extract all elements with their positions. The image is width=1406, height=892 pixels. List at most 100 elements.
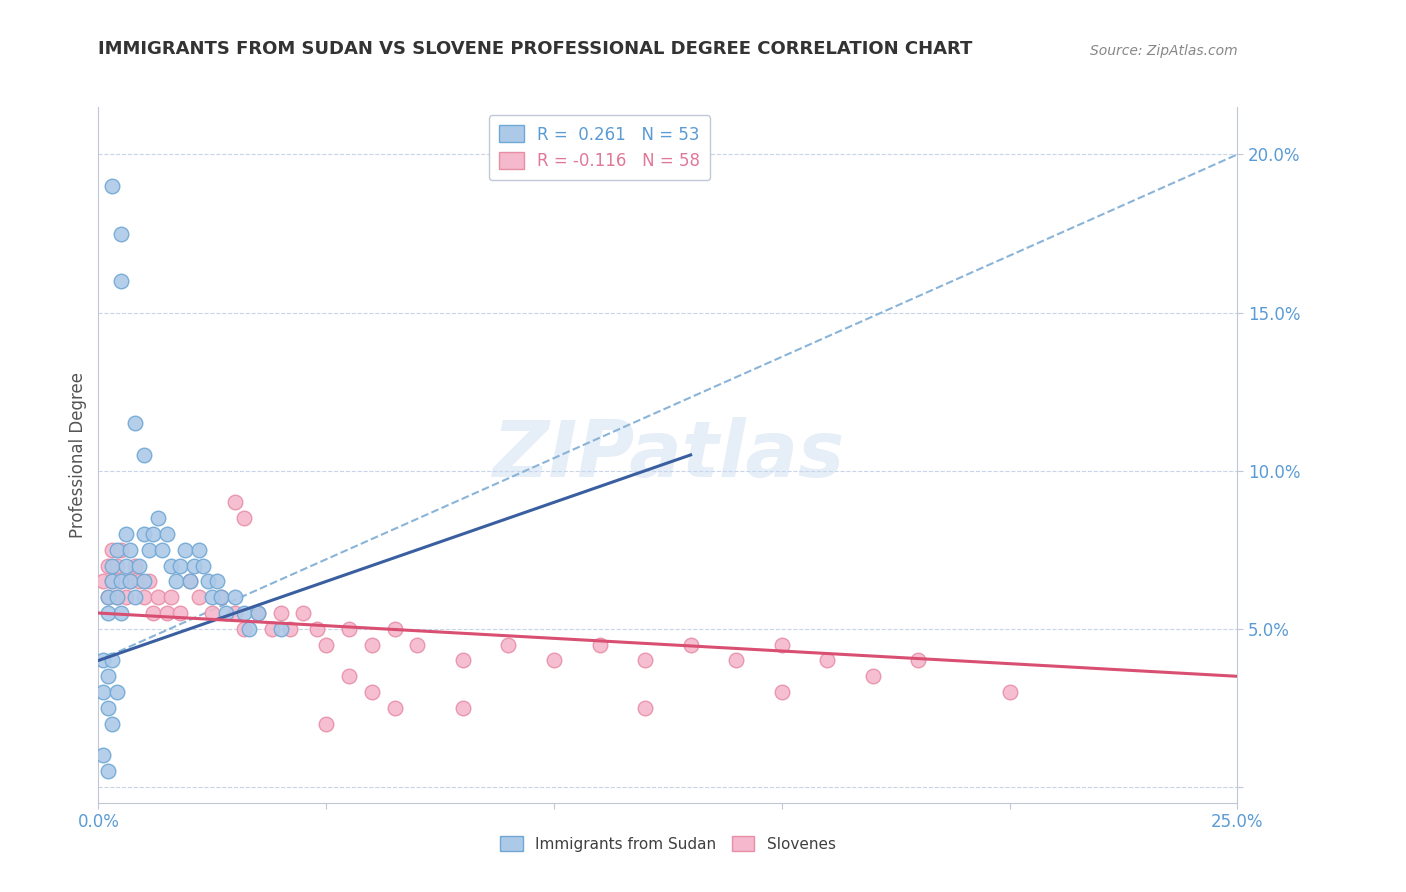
Point bbox=[142, 527, 165, 541]
Point bbox=[205, 574, 228, 589]
Point bbox=[998, 685, 1021, 699]
Point bbox=[132, 591, 155, 605]
Point bbox=[96, 558, 118, 573]
Point bbox=[169, 606, 191, 620]
Point bbox=[156, 527, 179, 541]
Point bbox=[132, 527, 155, 541]
Point bbox=[215, 606, 238, 620]
Point bbox=[498, 638, 520, 652]
Point bbox=[110, 274, 132, 288]
Point bbox=[105, 591, 128, 605]
Point bbox=[174, 542, 197, 557]
Point bbox=[138, 542, 160, 557]
Text: IMMIGRANTS FROM SUDAN VS SLOVENE PROFESSIONAL DEGREE CORRELATION CHART: IMMIGRANTS FROM SUDAN VS SLOVENE PROFESS… bbox=[98, 40, 973, 58]
Point bbox=[146, 511, 169, 525]
Point bbox=[146, 591, 169, 605]
Point bbox=[543, 653, 565, 667]
Point bbox=[451, 701, 474, 715]
Point bbox=[634, 701, 657, 715]
Point bbox=[233, 606, 256, 620]
Point bbox=[770, 685, 793, 699]
Point bbox=[238, 622, 260, 636]
Point bbox=[128, 574, 150, 589]
Point bbox=[110, 542, 132, 557]
Point bbox=[224, 495, 246, 509]
Point bbox=[96, 606, 118, 620]
Text: ZIPatlas: ZIPatlas bbox=[492, 417, 844, 493]
Point bbox=[201, 606, 224, 620]
Point bbox=[197, 574, 219, 589]
Point bbox=[91, 653, 114, 667]
Y-axis label: Professional Degree: Professional Degree bbox=[69, 372, 87, 538]
Point bbox=[278, 622, 301, 636]
Point bbox=[270, 606, 292, 620]
Point bbox=[120, 574, 142, 589]
Point bbox=[337, 669, 360, 683]
Text: Source: ZipAtlas.com: Source: ZipAtlas.com bbox=[1090, 45, 1237, 58]
Point bbox=[360, 638, 382, 652]
Point bbox=[124, 591, 146, 605]
Point bbox=[384, 701, 406, 715]
Point bbox=[270, 622, 292, 636]
Point bbox=[307, 622, 329, 636]
Point bbox=[156, 606, 179, 620]
Point bbox=[179, 574, 201, 589]
Point bbox=[315, 638, 337, 652]
Point bbox=[451, 653, 474, 667]
Point bbox=[224, 606, 246, 620]
Point bbox=[128, 558, 150, 573]
Point bbox=[142, 606, 165, 620]
Point bbox=[150, 542, 173, 557]
Point bbox=[907, 653, 929, 667]
Point bbox=[588, 638, 610, 652]
Point bbox=[124, 417, 146, 431]
Point bbox=[110, 574, 132, 589]
Point bbox=[96, 591, 118, 605]
Point bbox=[246, 606, 269, 620]
Point bbox=[169, 558, 191, 573]
Point bbox=[105, 591, 128, 605]
Point bbox=[105, 542, 128, 557]
Point bbox=[101, 179, 124, 194]
Point bbox=[105, 558, 128, 573]
Point bbox=[120, 542, 142, 557]
Point bbox=[110, 227, 132, 241]
Point bbox=[101, 716, 124, 731]
Point bbox=[101, 558, 124, 573]
Point bbox=[110, 606, 132, 620]
Point bbox=[224, 591, 246, 605]
Point bbox=[101, 542, 124, 557]
Point bbox=[96, 701, 118, 715]
Point bbox=[160, 591, 183, 605]
Point bbox=[862, 669, 884, 683]
Point bbox=[138, 574, 160, 589]
Point bbox=[114, 558, 136, 573]
Point bbox=[634, 653, 657, 667]
Point bbox=[187, 542, 209, 557]
Point bbox=[160, 558, 183, 573]
Legend: Immigrants from Sudan, Slovenes: Immigrants from Sudan, Slovenes bbox=[494, 830, 842, 858]
Point bbox=[187, 591, 209, 605]
Point bbox=[315, 716, 337, 731]
Point bbox=[101, 653, 124, 667]
Point bbox=[246, 606, 269, 620]
Point bbox=[114, 527, 136, 541]
Point bbox=[110, 574, 132, 589]
Point bbox=[193, 558, 215, 573]
Point bbox=[132, 448, 155, 462]
Point bbox=[91, 748, 114, 763]
Point bbox=[179, 574, 201, 589]
Point bbox=[292, 606, 315, 620]
Point bbox=[124, 558, 146, 573]
Point bbox=[105, 685, 128, 699]
Point bbox=[120, 574, 142, 589]
Point bbox=[91, 574, 114, 589]
Point bbox=[337, 622, 360, 636]
Point bbox=[114, 591, 136, 605]
Point bbox=[209, 591, 232, 605]
Point bbox=[770, 638, 793, 652]
Point bbox=[101, 574, 124, 589]
Point bbox=[233, 511, 256, 525]
Point bbox=[165, 574, 187, 589]
Point bbox=[96, 591, 118, 605]
